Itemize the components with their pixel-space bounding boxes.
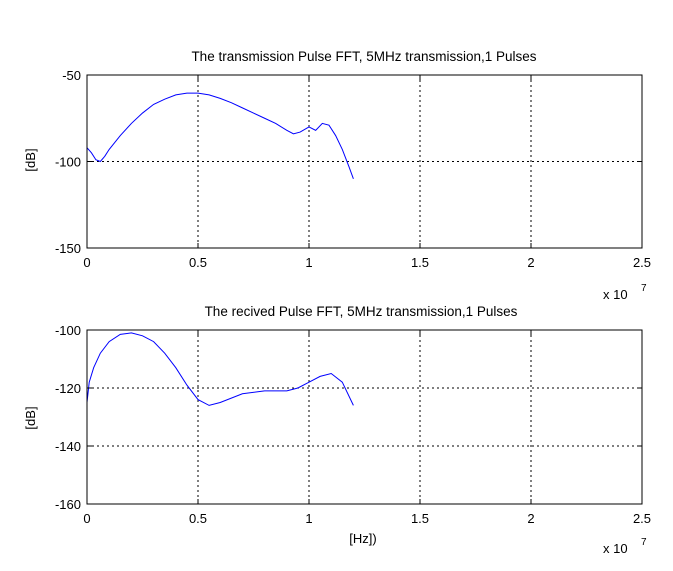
x-exponent-base: x 10 [603,287,628,302]
x-axis-label: [Hz]) [349,531,376,546]
y-axis-label: [dB] [23,148,38,171]
y-axis-label: [dB] [23,406,38,429]
series-line [86,92,354,179]
x-tick-label: 2.5 [633,255,651,270]
y-tick-label: -50 [62,68,81,83]
y-tick-label: -100 [55,323,81,338]
x-tick-label: 1 [305,255,312,270]
y-tick-label: -150 [55,241,81,256]
y-tick-label: -140 [55,439,81,454]
y-tick-label: -160 [55,497,81,512]
y-tick-label: -120 [55,381,81,396]
chart-panel-bottom: The recived Pulse FFT, 5MHz transmission… [23,304,651,556]
x-tick-label: 1.5 [411,255,429,270]
x-tick-label: 0.5 [189,255,207,270]
x-tick-label: 1 [305,511,312,526]
x-exponent-power: 7 [641,283,647,294]
x-tick-label: 1.5 [411,511,429,526]
chart-title: The recived Pulse FFT, 5MHz transmission… [205,304,518,319]
x-exponent-base: x 10 [603,541,628,556]
x-tick-label: 2.5 [633,511,651,526]
chart-title: The transmission Pulse FFT, 5MHz transmi… [191,49,536,64]
x-tick-label: 0 [83,255,90,270]
x-tick-label: 0 [83,511,90,526]
x-tick-label: 0.5 [189,511,207,526]
series-line [86,332,354,406]
x-tick-label: 2 [527,255,534,270]
x-exponent-label: x 10 7 [603,537,647,556]
x-tick-label: 2 [527,511,534,526]
x-exponent-power: 7 [641,537,647,548]
x-exponent-label: x 10 7 [603,283,647,302]
axes-frame [86,329,643,505]
y-tick-label: -100 [55,155,81,170]
chart-panel-top: The transmission Pulse FFT, 5MHz transmi… [23,49,651,302]
